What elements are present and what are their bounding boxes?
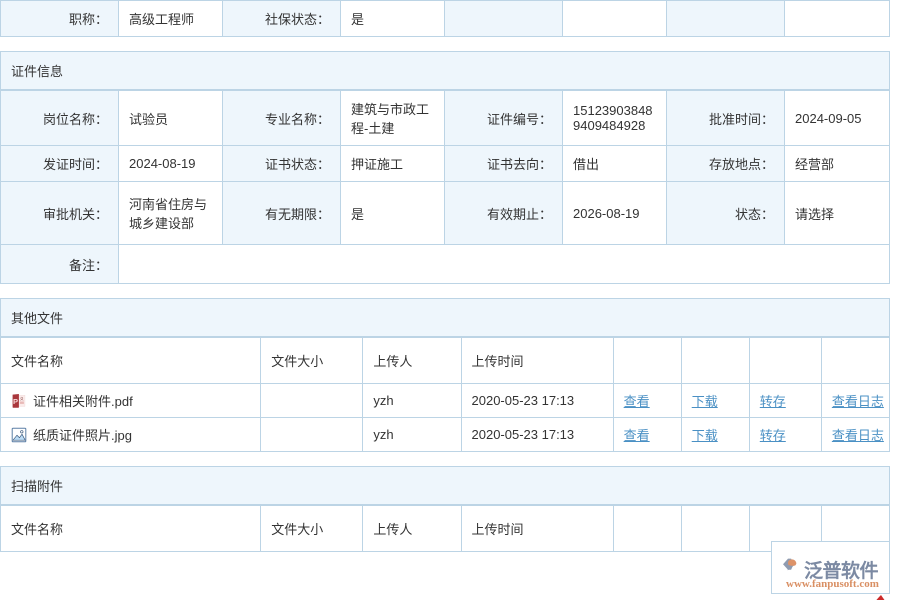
svg-text:P: P	[13, 397, 18, 406]
